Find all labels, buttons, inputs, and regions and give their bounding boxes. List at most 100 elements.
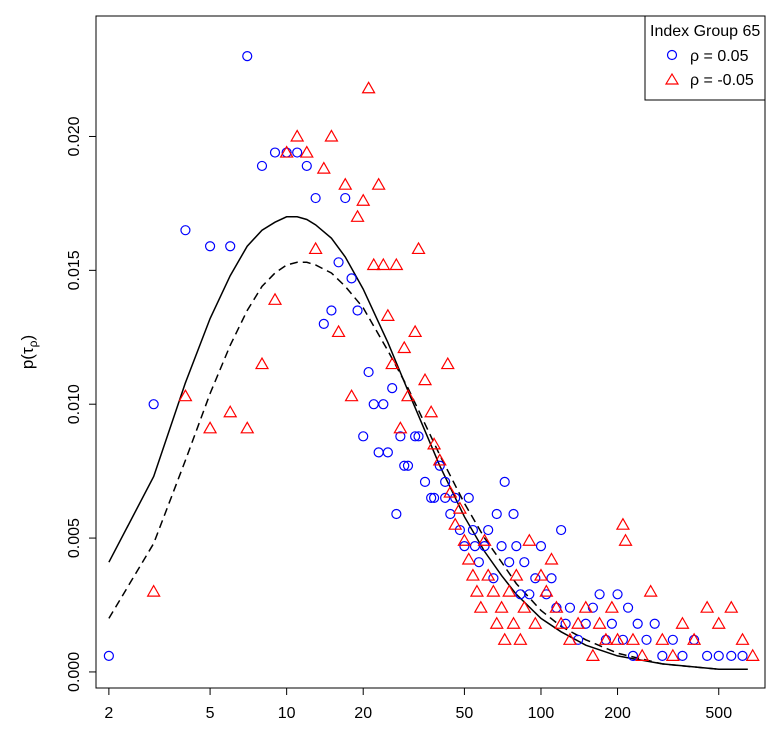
data-point-triangle: [489, 616, 504, 629]
plot-border: [95, 15, 766, 689]
data-point-triangle: [443, 485, 458, 498]
legend: Index Group 65 ρ = 0.05 ρ = -0.05: [644, 15, 766, 101]
data-point-circle: [496, 541, 507, 552]
data-point-circle: [649, 618, 660, 629]
data-point-triangle: [376, 257, 391, 271]
data-point-circle: [622, 602, 634, 613]
data-point-triangle: [522, 533, 537, 546]
data-point-circle: [587, 602, 598, 613]
data-point-circle: [454, 524, 466, 536]
data-point-triangle: [469, 584, 484, 597]
data-point-triangle: [598, 632, 613, 645]
data-point-circle: [491, 508, 502, 520]
data-point-circle: [469, 541, 481, 552]
data-point-triangle: [494, 600, 509, 613]
data-point-circle: [419, 476, 431, 487]
data-point-circle: [657, 650, 668, 661]
data-point-circle: [524, 589, 535, 600]
data-point-circle: [488, 573, 499, 584]
data-point-triangle: [724, 600, 739, 613]
data-point-circle: [445, 508, 456, 520]
data-point-triangle: [585, 648, 600, 661]
fitted-curves: [108, 216, 748, 671]
data-point-triangle: [687, 632, 702, 645]
data-point-triangle: [544, 552, 559, 565]
data-point-circle: [677, 650, 688, 661]
data-point-circle: [180, 225, 191, 236]
data-point-triangle: [477, 533, 492, 546]
data-point-triangle: [178, 388, 193, 402]
x-axis: 2 5 10 20 50 100 200 500: [104, 687, 732, 722]
data-point-circle: [504, 557, 515, 568]
data-point-circle: [450, 492, 461, 504]
data-point-triangle: [735, 632, 750, 645]
dashed-curve: [108, 261, 748, 671]
y-tick-label: 0.015: [66, 250, 83, 290]
data-point-circle: [580, 618, 591, 629]
data-point-circle: [402, 460, 414, 471]
data-point-circle: [530, 573, 541, 584]
data-point-circle: [440, 492, 451, 504]
data-point-triangle: [675, 616, 690, 629]
legend-label-series-2: ρ = -0.05: [690, 72, 754, 89]
x-tick-label: 10: [278, 705, 296, 722]
data-point-circle: [702, 650, 713, 661]
data-point-triangle: [610, 632, 625, 645]
data-point-circle: [318, 318, 329, 329]
data-point-circle: [511, 541, 522, 552]
data-point-triangle: [665, 648, 680, 661]
data-point-triangle: [700, 600, 715, 613]
x-tick-label: 5: [206, 705, 215, 722]
data-point-triangle: [146, 584, 161, 597]
data-point-triangle: [481, 568, 496, 581]
data-point-triangle: [393, 421, 408, 434]
data-point-triangle: [361, 81, 376, 94]
data-point-triangle: [528, 616, 543, 629]
legend-circle-marker: [666, 49, 678, 61]
y-tick-label: 0.010: [66, 384, 83, 424]
data-point-triangle: [331, 324, 346, 338]
legend-triangle-marker: [664, 72, 680, 85]
data-point-circle: [627, 650, 639, 661]
data-point-triangle: [571, 616, 586, 629]
data-point-circle: [737, 650, 748, 661]
data-point-triangle: [465, 568, 480, 581]
data-point-triangle: [366, 257, 381, 271]
data-point-triangle: [424, 405, 439, 418]
data-point-triangle: [408, 324, 423, 338]
data-point-circle: [667, 634, 678, 645]
data-point-triangle: [502, 584, 517, 597]
data-point-circle: [204, 241, 216, 252]
data-point-triangle: [635, 648, 650, 661]
data-point-triangle: [389, 257, 404, 271]
data-point-circle: [292, 147, 303, 158]
data-point-triangle: [448, 517, 463, 530]
data-point-triangle: [509, 568, 524, 581]
data-point-circle: [346, 273, 357, 284]
y-tick-label: 0.020: [66, 116, 83, 156]
data-point-circle: [148, 399, 159, 410]
y-tick-label: 0.000: [66, 652, 83, 692]
data-point-triangle: [385, 356, 400, 370]
x-tick-label: 200: [604, 705, 631, 722]
data-point-triangle: [473, 600, 488, 613]
data-point-circle: [440, 476, 451, 487]
data-point-triangle: [461, 552, 476, 565]
data-point-circle: [434, 460, 445, 471]
data-point-triangle: [486, 584, 501, 597]
data-point-triangle: [344, 388, 359, 402]
data-point-triangle: [618, 533, 633, 546]
solid-curve: [108, 216, 748, 671]
data-point-circle: [410, 431, 421, 442]
data-point-triangle: [324, 129, 339, 142]
data-point-circle: [499, 476, 510, 487]
data-point-circle: [473, 557, 484, 568]
data-point-triangle: [711, 616, 726, 629]
data-point-triangle: [452, 501, 467, 514]
data-point-triangle: [279, 145, 294, 158]
x-tick-label: 500: [705, 705, 732, 722]
data-point-circle: [378, 399, 389, 410]
data-point-circle: [256, 160, 268, 172]
data-point-triangle: [554, 616, 569, 629]
data-point-triangle: [625, 632, 641, 645]
